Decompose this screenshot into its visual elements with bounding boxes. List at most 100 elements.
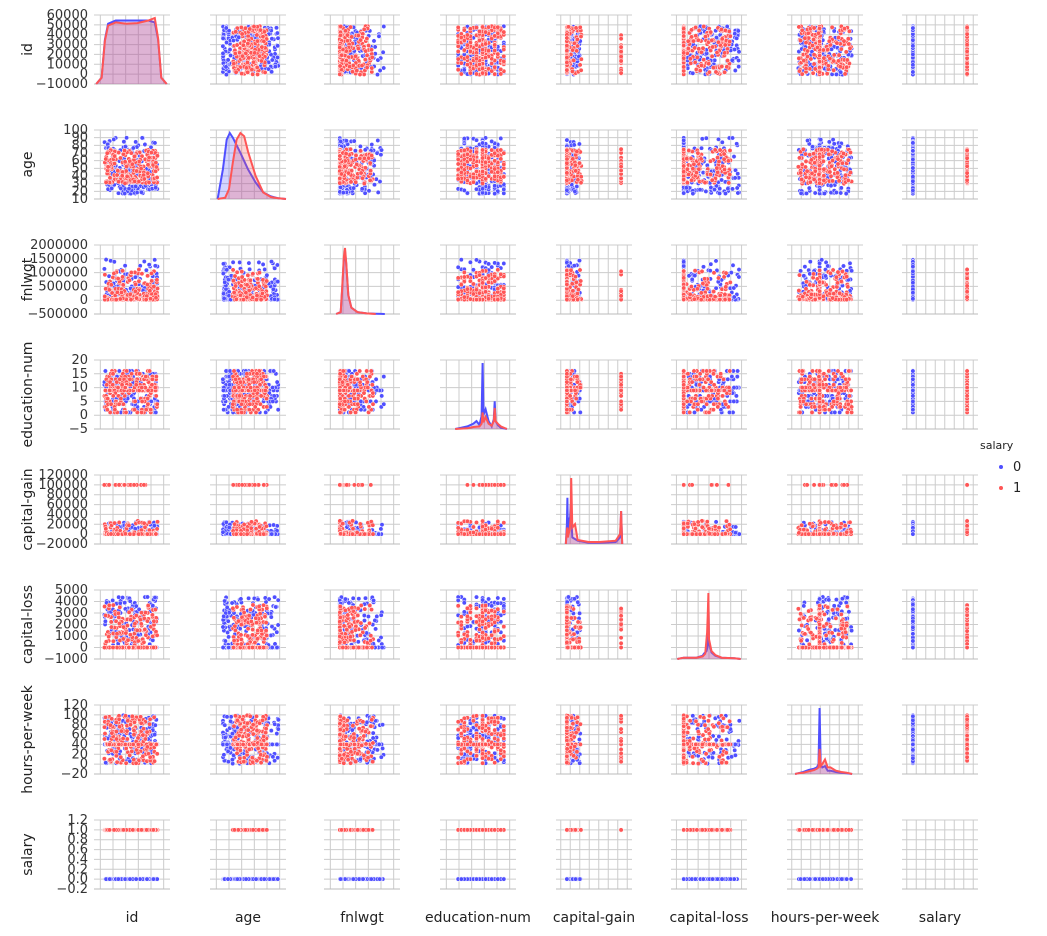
- scatter-point-salary-0: [270, 37, 274, 41]
- scatter-point-salary-1: [490, 61, 494, 65]
- scatter-point-salary-1: [468, 27, 472, 31]
- scatter-point-salary-1: [248, 27, 252, 31]
- scatter-point-salary-1: [477, 29, 481, 33]
- scatter-point-salary-1: [802, 58, 806, 62]
- scatter-point-salary-1: [832, 68, 836, 72]
- scatter-point-salary-1: [811, 71, 815, 75]
- scatter-point-salary-1: [459, 61, 463, 65]
- scatter-point-salary-1: [365, 36, 369, 40]
- scatter-point-salary-1: [619, 49, 623, 53]
- scatter-point-salary-1: [474, 72, 478, 76]
- scatter-point-salary-1: [239, 25, 243, 29]
- scatter-point-salary-1: [812, 26, 816, 30]
- scatter-point-salary-1: [263, 70, 267, 74]
- scatter-point-salary-1: [565, 49, 569, 53]
- scatter-point-salary-1: [817, 60, 821, 64]
- scatter-point-salary-1: [499, 67, 503, 71]
- scatter-point-salary-1: [846, 37, 850, 41]
- scatter-point-salary-0: [686, 66, 690, 70]
- scatter-point-salary-1: [566, 25, 570, 29]
- scatter-point-salary-0: [221, 51, 225, 55]
- scatter-point-salary-1: [343, 29, 347, 33]
- scatter-point-salary-1: [826, 48, 830, 52]
- y-tick-label: 60000: [47, 8, 88, 23]
- scatter-point-salary-1: [262, 30, 266, 34]
- scatter-point-salary-0: [274, 26, 278, 30]
- scatter-point-salary-1: [465, 43, 469, 47]
- scatter-point-salary-1: [619, 59, 623, 63]
- scatter-point-salary-1: [363, 57, 367, 61]
- scatter-point-salary-1: [797, 25, 801, 29]
- scatter-point-salary-1: [255, 39, 259, 43]
- scatter-point-salary-1: [234, 30, 238, 34]
- scatter-point-salary-1: [362, 72, 366, 76]
- scatter-point-salary-1: [832, 59, 836, 63]
- scatter-point-salary-1: [493, 48, 497, 52]
- scatter-point-salary-0: [733, 68, 737, 72]
- scatter-point-salary-1: [477, 38, 481, 42]
- scatter-point-salary-1: [232, 62, 236, 66]
- scatter-point-salary-1: [825, 72, 829, 76]
- scatter-point-salary-1: [565, 43, 569, 47]
- scatter-point-salary-1: [459, 72, 463, 76]
- scatter-point-salary-1: [827, 39, 831, 43]
- scatter-point-salary-1: [258, 28, 262, 32]
- scatter-point-salary-1: [813, 67, 817, 71]
- scatter-point-salary-1: [688, 57, 692, 61]
- scatter-point-salary-1: [806, 31, 810, 35]
- scatter-point-salary-1: [565, 68, 569, 72]
- scatter-point-salary-1: [358, 38, 362, 42]
- scatter-point-salary-1: [619, 54, 623, 58]
- scatter-point-salary-0: [737, 64, 741, 68]
- scatter-point-salary-1: [251, 60, 255, 64]
- panel-id-vs-salary: [902, 15, 978, 84]
- scatter-point-salary-1: [338, 45, 342, 49]
- scatter-point-salary-1: [480, 25, 484, 29]
- scatter-point-salary-0: [228, 47, 232, 51]
- scatter-point-salary-1: [694, 34, 698, 38]
- scatter-point-salary-1: [817, 39, 821, 43]
- scatter-point-salary-1: [246, 41, 250, 45]
- scatter-point-salary-1: [474, 57, 478, 61]
- scatter-point-salary-1: [356, 46, 360, 50]
- scatter-point-salary-1: [465, 62, 469, 66]
- scatter-point-salary-1: [848, 46, 852, 50]
- scatter-point-salary-0: [735, 36, 739, 40]
- scatter-point-salary-1: [456, 44, 460, 48]
- scatter-point-salary-1: [350, 35, 354, 39]
- scatter-point-salary-0: [270, 58, 274, 62]
- scatter-point-salary-1: [483, 30, 487, 34]
- scatter-point-salary-1: [253, 51, 257, 55]
- scatter-point-salary-0: [376, 58, 380, 62]
- scatter-point-salary-1: [456, 25, 460, 29]
- scatter-point-salary-0: [224, 65, 228, 69]
- scatter-point-salary-1: [345, 33, 349, 37]
- scatter-point-salary-1: [245, 60, 249, 64]
- scatter-point-salary-1: [365, 65, 369, 69]
- scatter-point-salary-1: [493, 43, 497, 47]
- scatter-point-salary-0: [691, 71, 695, 75]
- scatter-point-salary-1: [691, 39, 695, 43]
- scatter-point-salary-0: [221, 36, 225, 40]
- scatter-point-salary-0: [375, 72, 379, 76]
- scatter-point-salary-1: [370, 55, 374, 59]
- scatter-point-salary-1: [816, 31, 820, 35]
- scatter-point-salary-1: [798, 38, 802, 42]
- scatter-point-salary-1: [804, 66, 808, 70]
- scatter-point-salary-1: [338, 64, 342, 68]
- scatter-point-salary-0: [224, 26, 228, 30]
- scatter-point-salary-1: [682, 69, 686, 73]
- scatter-point-salary-1: [725, 58, 729, 62]
- scatter-point-salary-1: [480, 67, 484, 71]
- scatter-point-salary-1: [838, 65, 842, 69]
- scatter-point-salary-1: [240, 71, 244, 75]
- scatter-point-salary-1: [803, 36, 807, 40]
- scatter-point-salary-1: [252, 24, 256, 28]
- scatter-point-salary-1: [462, 38, 466, 42]
- scatter-point-salary-1: [483, 42, 487, 46]
- scatter-point-salary-1: [839, 47, 843, 51]
- scatter-point-salary-1: [255, 65, 259, 69]
- scatter-point-salary-1: [456, 49, 460, 53]
- scatter-point-salary-1: [365, 53, 369, 57]
